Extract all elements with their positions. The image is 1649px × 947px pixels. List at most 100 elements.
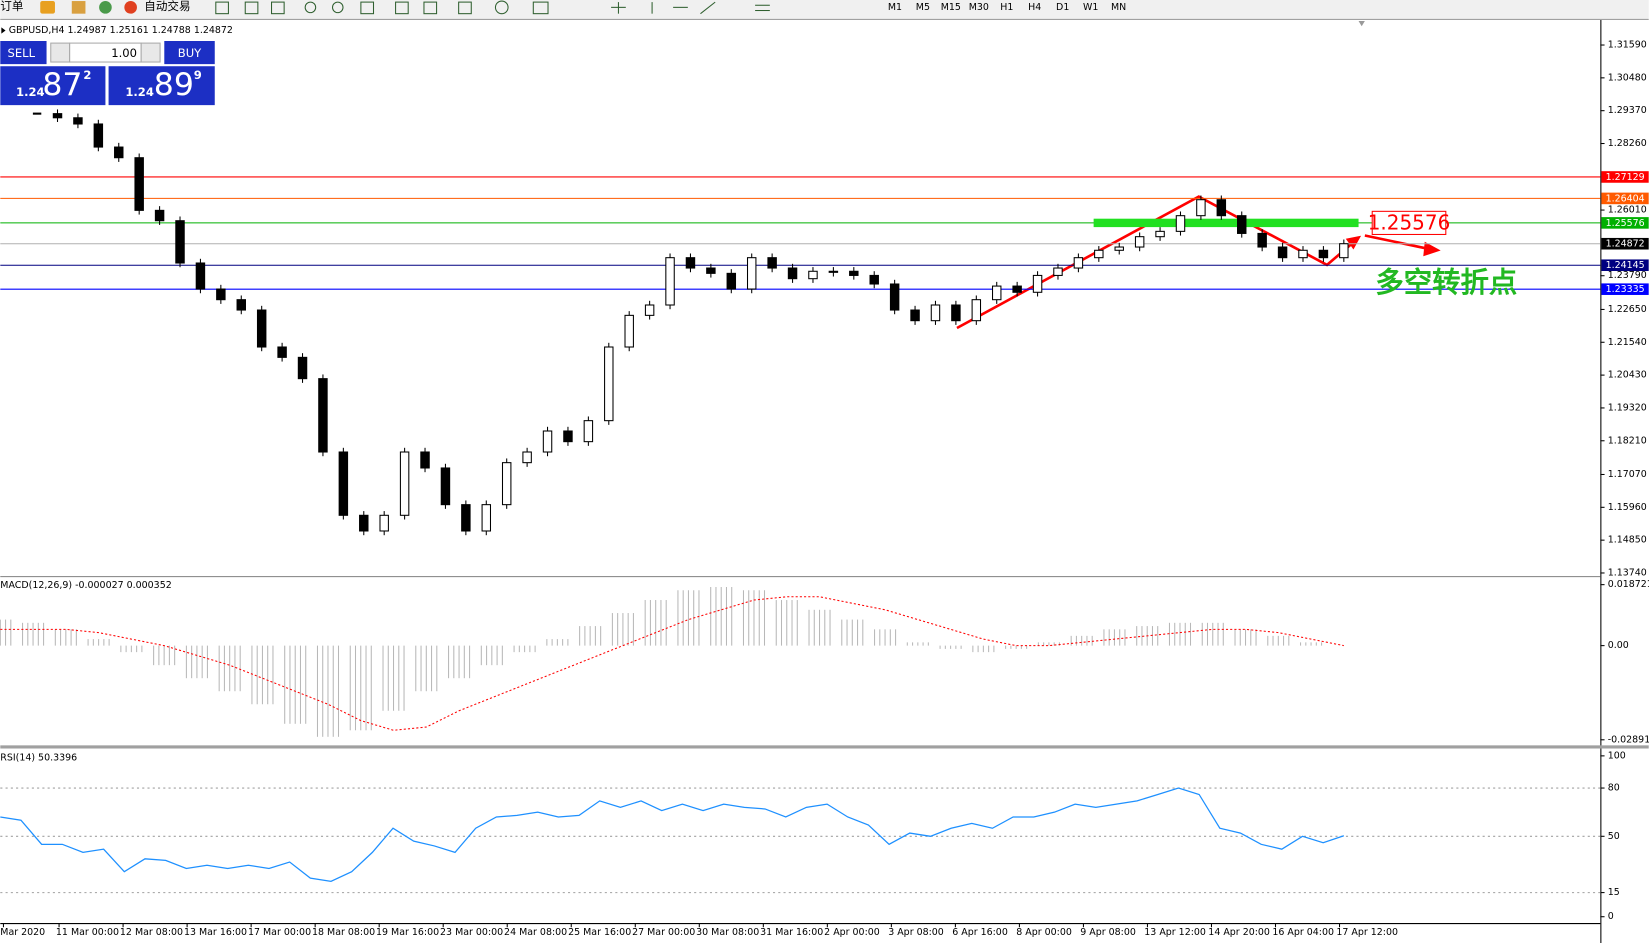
ask-box[interactable]: [108, 66, 215, 106]
timeframe-button[interactable]: H4: [1028, 2, 1041, 13]
candle: [1155, 230, 1165, 238]
toolbar-icon[interactable]: [532, 1, 549, 15]
candle: [379, 514, 389, 532]
candle: [154, 209, 165, 222]
ask-prefix: 1.24: [125, 85, 153, 99]
lot-down[interactable]: [50, 42, 71, 63]
bid-big: 87: [42, 67, 82, 103]
candle: [522, 451, 532, 464]
y-tick-label: 15: [1608, 887, 1620, 898]
toolbar-icon[interactable]: [331, 1, 344, 14]
candle: [114, 146, 124, 159]
candle: [563, 430, 573, 443]
toolbar-icon[interactable]: [458, 1, 472, 15]
toolbar-icon[interactable]: [215, 1, 229, 15]
toolbar-icon[interactable]: [244, 1, 259, 15]
y-tick-label: 50: [1608, 831, 1620, 842]
timeframe-button[interactable]: W1: [1083, 2, 1098, 13]
candle: [93, 123, 104, 148]
toolbar-icon[interactable]: [40, 1, 55, 14]
y-tick-label: 1.28260: [1608, 138, 1647, 149]
candle: [1012, 285, 1022, 293]
candle: [440, 467, 451, 506]
toolbar-icons: [215, 0, 770, 15]
price-level-tag: [1601, 283, 1649, 295]
x-tick-label: 25 Mar 16:00: [568, 927, 631, 938]
shift-marker: [1358, 21, 1365, 27]
candle: [930, 304, 941, 322]
sell-label[interactable]: SELL: [8, 46, 36, 60]
candle: [787, 267, 798, 280]
breakpoint-label: 1.25576: [1368, 210, 1451, 234]
timeframe-button[interactable]: D1: [1056, 2, 1069, 13]
candle: [1053, 267, 1063, 276]
toolbar-icon[interactable]: [99, 1, 112, 14]
candle: [338, 451, 349, 516]
price-level-tag: [1601, 217, 1649, 229]
price-level-tag: [1601, 171, 1649, 183]
lot-up[interactable]: [140, 42, 161, 63]
toolbar-icon[interactable]: [423, 1, 438, 15]
candle: [951, 304, 961, 322]
y-tick-label: 80: [1608, 783, 1620, 794]
candle: [359, 514, 369, 532]
buy-button[interactable]: [164, 41, 215, 65]
candle: [624, 314, 634, 348]
x-tick-label: 19 Mar 16:00: [376, 927, 439, 938]
timeframe-button[interactable]: M15: [941, 2, 961, 13]
x-tick-label: 13 Apr 12:00: [1144, 927, 1206, 938]
forecast-line: [1364, 234, 1431, 251]
toolbar-icon[interactable]: [395, 1, 409, 15]
x-tick-label: 14 Apr 20:00: [1208, 927, 1270, 938]
y-tick-label: -0.028913: [1608, 734, 1649, 745]
x-tick-label: 31 Mar 16:00: [760, 927, 823, 938]
y-tick-label: 1.17070: [1608, 469, 1647, 480]
candle: [808, 270, 818, 280]
x-tick-label: 3 Apr 08:00: [888, 927, 944, 938]
y-tick-label: 1.30480: [1608, 72, 1647, 83]
x-tick-label: 23 Mar 00:00: [440, 927, 503, 938]
y-tick-label: 1.23790: [1608, 270, 1647, 281]
arrow-head: [1423, 241, 1441, 257]
timeframe-button[interactable]: M30: [969, 2, 989, 13]
x-tick-label: 11 Mar 00:00: [56, 927, 119, 938]
timeframe-button[interactable]: H1: [1000, 2, 1013, 13]
sell-button[interactable]: [0, 41, 47, 65]
timeframe-button[interactable]: M1: [888, 2, 902, 13]
y-tick-label: 1.14850: [1608, 535, 1647, 546]
candle: [1237, 215, 1247, 234]
timeframe-button[interactable]: M5: [916, 2, 930, 13]
candle: [1298, 249, 1308, 259]
x-tick-label: 18 Mar 08:00: [312, 927, 375, 938]
candle: [828, 270, 839, 273]
candle: [481, 504, 492, 532]
toolbar-icon[interactable]: [494, 0, 509, 15]
toolbar-icon[interactable]: [360, 1, 375, 15]
candle: [767, 257, 777, 269]
candle: [297, 356, 308, 380]
candle: [1196, 199, 1206, 217]
pane-separator: [0, 745, 1649, 749]
buy-label[interactable]: BUY: [178, 46, 202, 60]
candle: [1257, 232, 1267, 248]
toolbar-button[interactable]: 订单: [0, 0, 23, 13]
candle: [1175, 215, 1186, 232]
toolbar-button[interactable]: 自动交易: [144, 0, 190, 13]
toolbar-icon[interactable]: [304, 1, 317, 14]
toolbar-icon[interactable]: [71, 1, 86, 14]
toolbar-icon[interactable]: [700, 1, 716, 15]
timeframe-button[interactable]: MN: [1111, 2, 1126, 13]
x-tick-label: 27 Mar 00:00: [632, 927, 695, 938]
rsi-line: [0, 787, 1345, 882]
x-tick-label: 9 Apr 08:00: [1080, 927, 1136, 938]
candle: [1216, 199, 1227, 217]
price-level-label: 1.26404: [1606, 193, 1645, 204]
lot-value[interactable]: 1.00: [111, 46, 137, 60]
candle: [746, 257, 757, 290]
chart-title: GBPUSD,H4 1.24987 1.25161 1.24788 1.2487…: [9, 25, 233, 36]
toolbar-icon[interactable]: [271, 1, 285, 15]
toolbar-icon[interactable]: [124, 1, 137, 14]
bid-box[interactable]: [0, 66, 106, 106]
x-tick-label: 2 Apr 00:00: [824, 927, 880, 938]
candle: [501, 462, 512, 506]
